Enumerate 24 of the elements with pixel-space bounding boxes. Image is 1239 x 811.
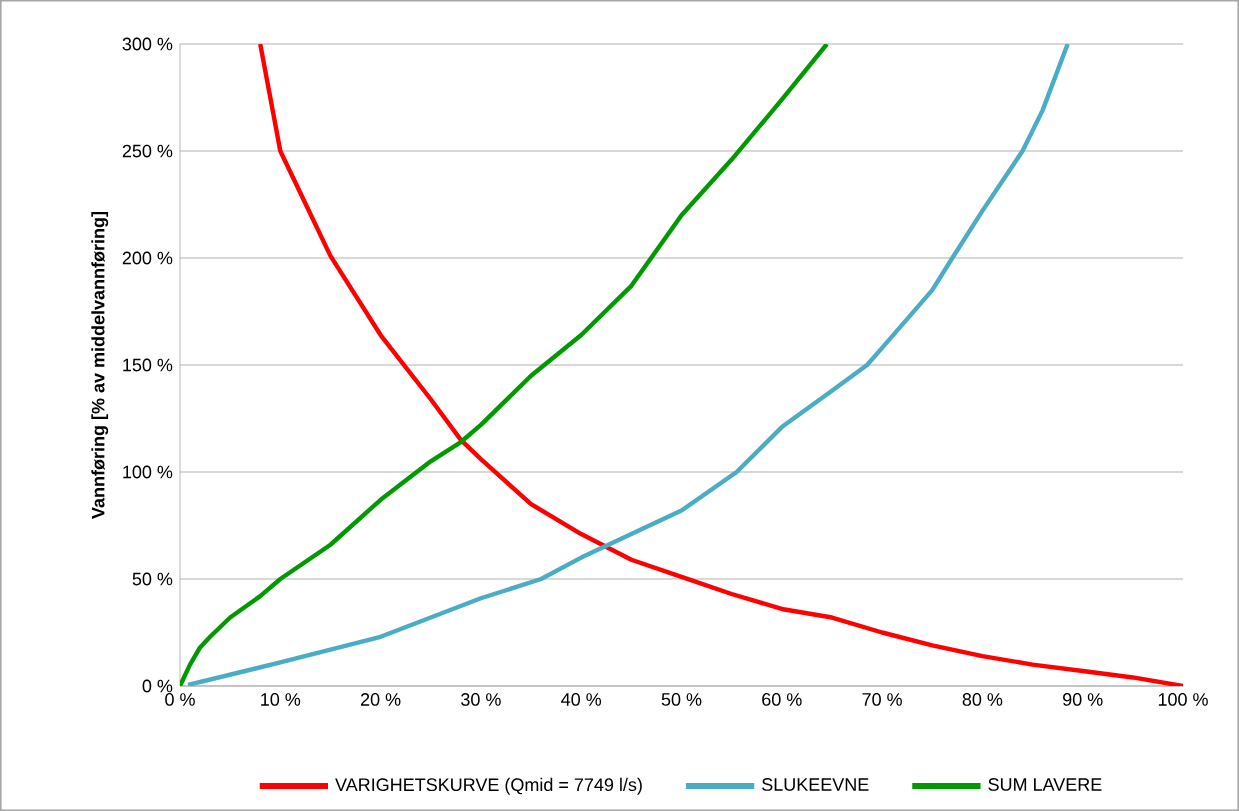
x-tick-label: 80 %	[962, 693, 1003, 706]
y-tick-label: 250 %	[122, 144, 173, 158]
line-series	[258, 44, 1183, 686]
x-tick-label: 60 %	[762, 693, 802, 706]
x-tick-label: 40 %	[561, 693, 602, 706]
y-tick-label: 150 %	[123, 358, 173, 372]
x-tick-label: 90 %	[1063, 693, 1103, 706]
y-axis-title: Vannføring [% av middelvannføring]	[91, 211, 109, 519]
x-tick-label: 10 %	[261, 693, 301, 706]
line-series	[185, 44, 1070, 686]
y-tick-label: 200 %	[122, 251, 173, 265]
x-tick-label: 30 %	[461, 693, 501, 706]
legend-label: VARIGHETSKURVE (Qmid = 7749 l/s)	[335, 777, 642, 795]
x-tick-label: 20 %	[361, 693, 401, 706]
y-tick-label: 50 %	[132, 572, 173, 586]
y-tick-label: 300 %	[122, 37, 173, 51]
legend-label: SLUKEEVNE	[762, 778, 869, 791]
legend-label: SUM LAVERE	[988, 778, 1102, 791]
x-tick-label: 50 %	[661, 693, 702, 706]
y-tick-label: 0 %	[142, 679, 173, 693]
x-tick-label: 0 %	[165, 693, 195, 706]
x-tick-label: 70 %	[862, 693, 902, 706]
x-tick-label: 100 %	[1158, 693, 1208, 706]
y-tick-label: 100 %	[123, 465, 173, 479]
